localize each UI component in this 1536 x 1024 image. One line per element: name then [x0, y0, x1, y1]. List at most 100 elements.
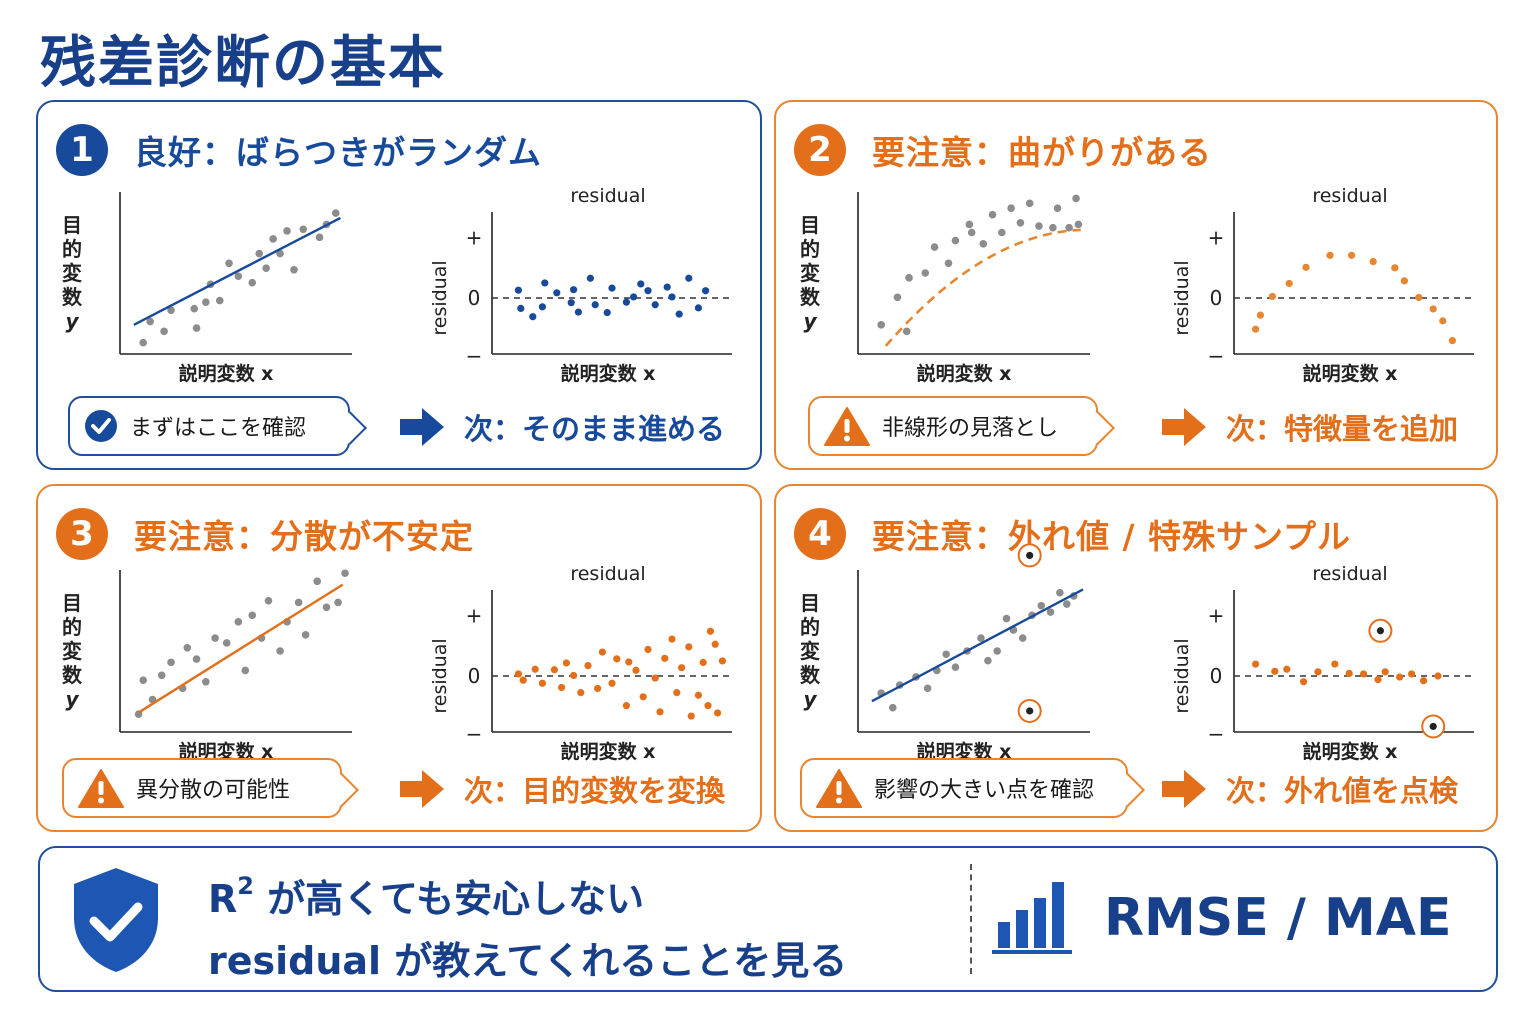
- data-point: [951, 236, 960, 245]
- data-point: [315, 233, 324, 242]
- residual-point: [639, 693, 647, 701]
- x-axis-label: 説明変数 x: [179, 740, 274, 763]
- data-point: [255, 249, 263, 258]
- outlier-point: [1429, 722, 1437, 731]
- data-point: [183, 643, 192, 652]
- x-axis-label: 説明変数 x: [561, 740, 656, 763]
- residual-point: [1369, 258, 1377, 266]
- data-point: [921, 269, 930, 277]
- residual-plot: residual residual +0 − 説明変数 x: [429, 563, 732, 763]
- r-squared-base: R: [208, 877, 238, 921]
- residual-point: [531, 665, 539, 673]
- residual-point: [1252, 660, 1260, 668]
- arrow-right-icon: [1162, 770, 1206, 808]
- y-axis-label-char: 数: [62, 285, 83, 309]
- residual-point: [663, 283, 671, 291]
- callout-text: 非線形の見落とし: [882, 416, 1059, 441]
- residual-point: [711, 640, 719, 648]
- data-point: [341, 569, 349, 578]
- data-point: [157, 671, 166, 680]
- data-point: [889, 703, 897, 712]
- y-axis-label: residual: [1171, 260, 1193, 335]
- panel-number-badge: 2: [794, 124, 846, 176]
- y-axis-label-char: y: [65, 687, 79, 711]
- y-axis-label-char: 数: [800, 663, 821, 687]
- tick-label: 0: [1210, 664, 1223, 688]
- panel-outliers: 4 要注意：外れ値 / 特殊サンプル 目的変数 y 説明変数 x residual r…: [774, 484, 1498, 832]
- tick-label: 0: [468, 286, 481, 310]
- residual-point: [613, 655, 621, 663]
- residual-point: [622, 702, 630, 710]
- data-point: [241, 666, 250, 675]
- residual-point: [1252, 325, 1260, 333]
- summary-box: R2 が高くても安心しない residual が教えてくれることを見る RMSE…: [38, 846, 1498, 992]
- callout-text: 影響の大きい点を確認: [874, 778, 1095, 803]
- residual-title: residual: [570, 563, 645, 585]
- residual-point: [706, 627, 714, 635]
- outlier-point: [1026, 551, 1034, 560]
- tick-label: +: [1208, 226, 1225, 250]
- residual-point: [1415, 293, 1423, 302]
- callout-tail: [1111, 773, 1145, 807]
- residual-title: residual: [1312, 563, 1387, 585]
- residual-point: [685, 274, 693, 282]
- residual-point: [651, 301, 659, 309]
- panel-heteroscedastic: 3 要注意：分散が不安定 目的変数 y 説明変数 x residual residua…: [36, 484, 762, 832]
- y-axis-label-char: 変: [62, 261, 82, 285]
- data-point: [1046, 608, 1055, 616]
- tick-label: 0: [1210, 286, 1223, 310]
- data-point: [1016, 218, 1025, 227]
- data-point: [1049, 223, 1057, 232]
- data-point: [893, 293, 902, 302]
- panel-number-badge: 3: [56, 508, 108, 560]
- residual-point: [1374, 676, 1382, 684]
- residual-point: [1420, 677, 1428, 685]
- panel-title: 要注意：分散が不安定: [134, 517, 474, 556]
- warning-callout: 非線形の見落とし: [808, 396, 1115, 456]
- data-point: [313, 577, 321, 586]
- data-point: [276, 647, 284, 655]
- data-point: [262, 264, 270, 272]
- residual-point: [1345, 669, 1353, 677]
- residual-point: [517, 304, 525, 312]
- data-point: [202, 298, 210, 306]
- next-step-text: 次：特徴量を追加: [1226, 412, 1459, 446]
- data-point: [160, 327, 168, 336]
- callout-tail: [325, 773, 359, 807]
- y-axis-label-char: 変: [800, 261, 820, 285]
- residual-point: [625, 658, 633, 666]
- bar-chart-icon: [992, 882, 1072, 954]
- check-callout: まずはここを確認: [68, 396, 367, 456]
- data-point: [264, 596, 273, 605]
- data-point: [1074, 220, 1083, 229]
- residual-point: [598, 648, 606, 656]
- residual-plot: residual residual +0 − 説明変数 x: [429, 185, 732, 385]
- data-point: [225, 259, 233, 268]
- residual-point: [644, 645, 652, 654]
- data-point: [283, 227, 291, 235]
- residual-point: [514, 286, 522, 294]
- residual-point: [603, 308, 611, 317]
- data-point: [322, 603, 331, 612]
- residual-point: [1439, 317, 1447, 325]
- residual-point: [586, 274, 594, 282]
- callout-tail: [1081, 411, 1115, 445]
- residual-point: [584, 662, 592, 670]
- tick-label: −: [1208, 722, 1225, 746]
- fit-curve: [884, 228, 1081, 347]
- data-point: [984, 656, 992, 665]
- panel-number-badge: 1: [56, 124, 108, 176]
- panel-number-badge: 4: [794, 508, 846, 560]
- residual-point: [644, 287, 652, 295]
- residual-point: [550, 666, 558, 674]
- warning-callout: 影響の大きい点を確認: [800, 758, 1145, 818]
- data-point: [294, 598, 303, 607]
- data-point: [290, 265, 298, 274]
- y-axis-label-char: 数: [62, 663, 83, 687]
- y-axis-label-char: y: [803, 309, 817, 333]
- residual-point: [1331, 660, 1339, 668]
- summary-line-1: R2 が高くても安心しない: [208, 868, 644, 923]
- outlier-point: [1376, 627, 1384, 635]
- residual-point: [630, 293, 638, 301]
